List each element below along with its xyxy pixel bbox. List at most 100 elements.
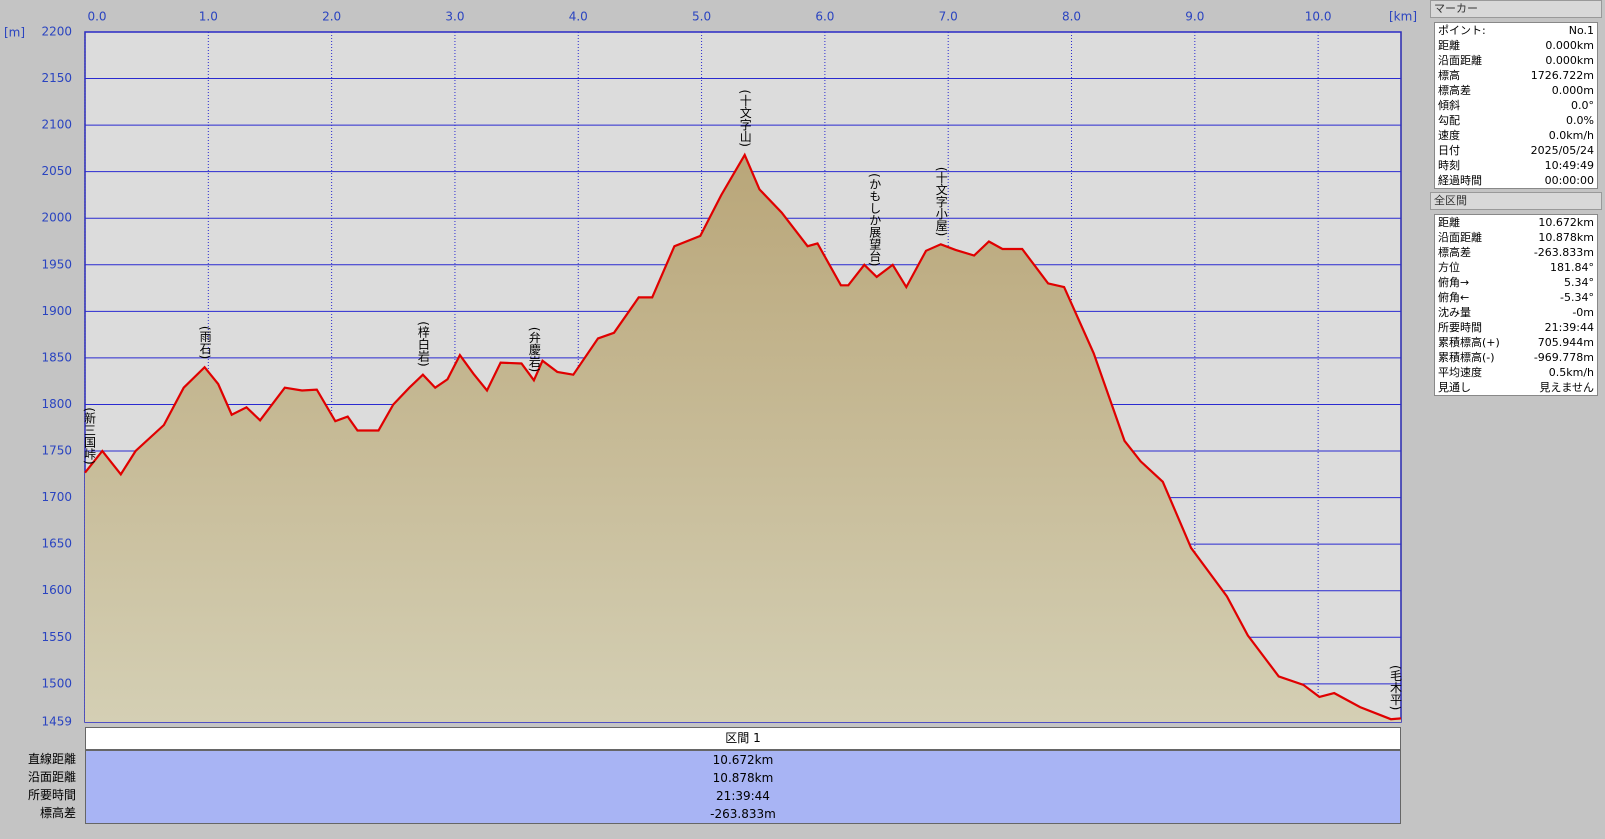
panel-row: 所要時間 21:39:44	[1435, 320, 1597, 335]
panel-table: 距離 10.672km 沿面距離 10.878km 標高差 -263.833m 方位 181.…	[1434, 214, 1598, 396]
panel-row: 沈み量 -0m	[1435, 305, 1597, 320]
row-label: 俯角←	[1438, 291, 1470, 304]
x-tick-label: 10.0	[1305, 10, 1332, 24]
row-label: 方位	[1438, 261, 1460, 274]
row-label: 累積標高(+)	[1438, 336, 1500, 349]
marker-panel: マーカー ポイント: No.1 距離 0.000km 沿面距離 0.000km 標高 1726.…	[1430, 0, 1602, 189]
panel-row: 累積標高(+) 705.944m	[1435, 335, 1597, 350]
panel-row: 沿面距離 10.878km	[1435, 230, 1597, 245]
section-value: 21:39:44	[716, 789, 770, 803]
y-tick-label: 1700	[41, 490, 72, 504]
place-label: (新三国峠)	[83, 407, 97, 464]
y-tick-label: 2100	[41, 118, 72, 132]
row-label: 累積標高(-)	[1438, 351, 1495, 364]
row-label: 距離	[1438, 39, 1460, 52]
row-label: 標高差	[1438, 246, 1471, 259]
y-tick-label: 2200	[41, 25, 72, 39]
row-value: 10:49:49	[1544, 159, 1594, 172]
panel-title: マーカー	[1430, 0, 1602, 18]
y-tick-label: 1459	[41, 715, 72, 729]
y-tick-label: 1650	[41, 537, 72, 551]
panel-row: 平均速度 0.5km/h	[1435, 365, 1597, 380]
row-label: 経過時間	[1438, 174, 1482, 187]
y-tick-label: 1500	[41, 676, 72, 690]
row-value: -969.778m	[1533, 351, 1594, 364]
panel-row: 勾配 0.0%	[1435, 113, 1597, 128]
panel-row: 標高差 0.000m	[1435, 83, 1597, 98]
panel-row: 標高 1726.722m	[1435, 68, 1597, 83]
x-tick-label: 9.0	[1185, 10, 1204, 24]
panel-row: 経過時間 00:00:00	[1435, 173, 1597, 188]
row-value: 0.0km/h	[1548, 129, 1594, 142]
y-unit: [m]	[4, 26, 25, 40]
place-label: (かもしか展望台)	[868, 173, 882, 266]
row-value: -263.833m	[1533, 246, 1594, 259]
y-tick-label: 1600	[41, 583, 72, 597]
section-table: 区間 1 10.672km 10.878km 21:39:44 -263.833m	[85, 727, 1401, 824]
y-tick-label: 1750	[41, 444, 72, 458]
section-labels: 直線距離 沿面距離 所要時間 標高差	[0, 750, 76, 822]
place-label: (十文字小屋)	[934, 167, 948, 236]
row-value: 21:39:44	[1544, 321, 1594, 334]
row-value: 0.000km	[1545, 39, 1594, 52]
section-value: 10.672km	[712, 753, 774, 767]
x-tick-label: 0.0	[87, 10, 106, 24]
total-panel: 全区間距離 10.672km 沿面距離 10.878km 標高差 -263.833m 方位 1…	[1430, 192, 1602, 396]
place-label: (雨石)	[198, 326, 212, 359]
row-label: 傾斜	[1438, 99, 1460, 112]
row-label: 日付	[1438, 144, 1460, 157]
row-value: -0m	[1572, 306, 1594, 319]
section-body: 10.672km 10.878km 21:39:44 -263.833m	[85, 750, 1401, 824]
panel-row: 時刻 10:49:49	[1435, 158, 1597, 173]
row-value: 5.34°	[1564, 276, 1594, 289]
place-label: (毛木平)	[1389, 665, 1403, 710]
row-value: 見えません	[1539, 381, 1594, 394]
panel-row: 標高差 -263.833m	[1435, 245, 1597, 260]
row-label: 距離	[1438, 216, 1460, 229]
row-label: 俯角→	[1438, 276, 1470, 289]
row-value: 181.84°	[1550, 261, 1594, 274]
row-label: 勾配	[1438, 114, 1460, 127]
row-value: 10.878km	[1538, 231, 1594, 244]
y-tick-label: 1900	[41, 304, 72, 318]
section-value: -263.833m	[710, 807, 776, 821]
x-tick-label: 8.0	[1062, 10, 1081, 24]
section-label: 標高差	[39, 806, 76, 820]
row-value: 00:00:00	[1544, 174, 1594, 187]
row-value: 2025/05/24	[1530, 144, 1594, 157]
y-tick-label: 2000	[41, 211, 72, 225]
row-value: 705.944m	[1537, 336, 1594, 349]
y-tick-label: 1850	[41, 350, 72, 364]
section-title: 区間 1	[85, 727, 1401, 750]
row-value: 0.000km	[1545, 54, 1594, 67]
place-label: (弁慶岩)	[527, 327, 541, 372]
section-label: 沿面距離	[27, 770, 76, 784]
place-label: (梓白岩)	[416, 321, 430, 366]
row-value: 10.672km	[1538, 216, 1594, 229]
row-label: 所要時間	[1438, 321, 1482, 334]
area	[85, 154, 1401, 722]
row-label: 沈み量	[1438, 306, 1471, 319]
row-label: 時刻	[1438, 159, 1460, 172]
section-value: 10.878km	[712, 771, 774, 785]
row-value: 0.5km/h	[1548, 366, 1594, 379]
section-label: 所要時間	[27, 788, 76, 802]
panel-row: 距離 0.000km	[1435, 38, 1597, 53]
panel-title: 全区間	[1430, 192, 1602, 210]
panel-row: ポイント: No.1	[1435, 23, 1597, 38]
row-value: 1726.722m	[1530, 69, 1594, 82]
panel-row: 見通し 見えません	[1435, 380, 1597, 395]
y-tick-label: 1950	[41, 257, 72, 271]
row-label: 沿面距離	[1438, 54, 1482, 67]
y-tick-label: 2050	[41, 164, 72, 178]
panel-row: 傾斜 0.0°	[1435, 98, 1597, 113]
y-tick-label: 1550	[41, 630, 72, 644]
row-value: No.1	[1568, 24, 1594, 37]
x-tick-label: 4.0	[569, 10, 588, 24]
row-label: 沿面距離	[1438, 231, 1482, 244]
row-value: 0.0%	[1566, 114, 1594, 127]
x-tick-label: 5.0	[692, 10, 711, 24]
row-label: 標高差	[1438, 84, 1471, 97]
